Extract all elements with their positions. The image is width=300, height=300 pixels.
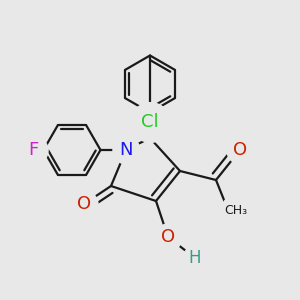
Text: F: F — [28, 141, 39, 159]
Text: CH₃: CH₃ — [224, 203, 247, 217]
Text: O: O — [161, 228, 175, 246]
Text: O: O — [233, 141, 247, 159]
Text: O: O — [77, 195, 91, 213]
Text: H: H — [189, 249, 201, 267]
Text: Cl: Cl — [141, 113, 159, 131]
Text: N: N — [119, 141, 133, 159]
